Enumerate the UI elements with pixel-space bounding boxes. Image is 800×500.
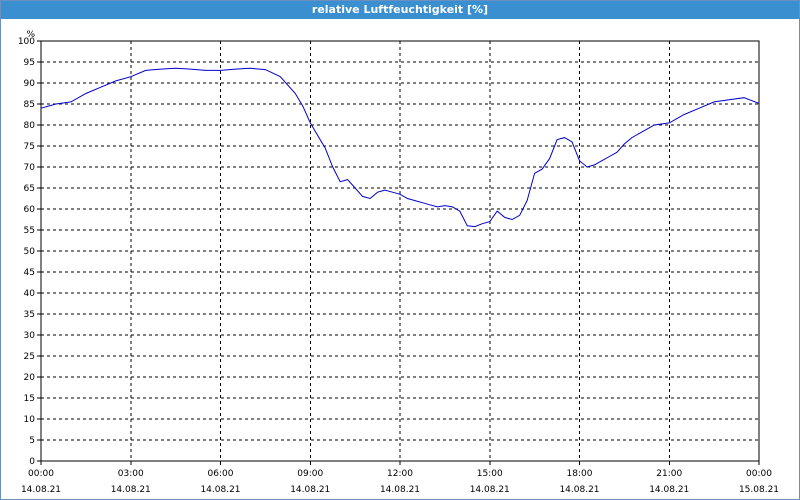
grid	[41, 41, 759, 461]
x-tick-date: 14.08.21	[200, 485, 240, 495]
plot-frame	[40, 40, 760, 462]
y-tick-label: 30	[24, 331, 36, 341]
y-tick-label: 95	[24, 58, 35, 68]
y-tick-label: 45	[24, 268, 35, 278]
y-tick-label: 80	[24, 121, 36, 131]
y-axis-unit: %	[26, 30, 35, 40]
x-tick-time: 00:00	[28, 469, 54, 479]
humidity-chart: 0 5 10 15 20 25 30 35 40 45 50 55 60 65 70 75 80 85 90 95 10…	[18, 30, 779, 495]
x-tick-date: 14.08.21	[559, 485, 599, 495]
x-tick-date: 14.08.21	[290, 485, 330, 495]
x-tick-time: 03:00	[118, 469, 144, 479]
y-tick-label: 70	[24, 163, 36, 173]
x-tick-date: 14.08.21	[649, 485, 689, 495]
y-tick-label: 40	[24, 289, 36, 299]
series	[40, 67, 759, 228]
y-tick-label: 35	[24, 310, 35, 320]
x-tick-time: 18:00	[567, 469, 593, 479]
x-tick-time: 06:00	[208, 469, 234, 479]
y-tick-label: 60	[24, 205, 36, 215]
y-tick-label: 85	[24, 100, 35, 110]
y-tick-label: 75	[24, 142, 35, 152]
x-tick-time: 09:00	[297, 469, 323, 479]
y-tick-label: 25	[24, 352, 35, 362]
x-tick-time: 15:00	[477, 469, 503, 479]
axes	[37, 40, 760, 465]
y-tick-label: 55	[24, 226, 35, 236]
x-tick-labels: 00:00 14.08.21 03:00 14.08.21 06:00 14.08.21 0…	[21, 469, 779, 495]
y-tick-labels: 0 5 10 15 20 25 30 35 40 45 50 55 60 65 70 75 80 85 90 95 10…	[18, 37, 35, 467]
y-tick-label: 5	[29, 436, 35, 446]
y-tick-label: 20	[24, 373, 36, 383]
x-tick-date: 14.08.21	[380, 485, 420, 495]
x-tick-date: 14.08.21	[21, 485, 61, 495]
y-tick-label: 15	[24, 394, 35, 404]
x-tick-date: 14.08.21	[470, 485, 510, 495]
y-tick-label: 90	[24, 79, 36, 89]
y-tick-label: 50	[24, 247, 36, 257]
x-tick-time: 00:00	[746, 469, 772, 479]
y-tick-label: 0	[29, 457, 35, 467]
x-tick-time: 12:00	[387, 469, 413, 479]
y-tick-label: 65	[24, 184, 35, 194]
chart-title: relative Luftfeuchtigkeit [%]	[1, 1, 799, 19]
x-tick-date: 14.08.21	[111, 485, 151, 495]
y-tick-label: 100	[18, 37, 35, 47]
x-tick-time: 21:00	[656, 469, 682, 479]
y-tick-label: 10	[24, 415, 36, 425]
x-tick-date: 15.08.21	[739, 485, 779, 495]
humidity-line	[40, 67, 759, 228]
